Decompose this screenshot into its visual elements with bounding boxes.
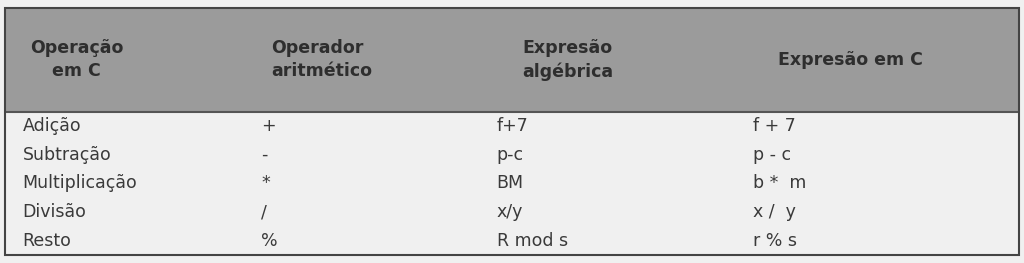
Text: Adição: Adição — [23, 117, 81, 135]
Text: Operação
em C: Operação em C — [30, 39, 124, 80]
Text: r % s: r % s — [753, 232, 797, 250]
Text: +: + — [261, 117, 275, 135]
Text: %: % — [261, 232, 278, 250]
Text: R mod s: R mod s — [497, 232, 567, 250]
Text: *: * — [261, 174, 270, 193]
Text: x/y: x/y — [497, 203, 523, 221]
Text: p - c: p - c — [753, 146, 791, 164]
Text: Multiplicação: Multiplicação — [23, 174, 137, 193]
Text: /: / — [261, 203, 267, 221]
Text: Operador
aritmético: Operador aritmético — [271, 39, 373, 80]
Text: f+7: f+7 — [497, 117, 528, 135]
Text: Divisão: Divisão — [23, 203, 86, 221]
Text: Resto: Resto — [23, 232, 72, 250]
Text: Expresão em C: Expresão em C — [778, 51, 923, 69]
Text: b *  m: b * m — [753, 174, 806, 193]
Text: f + 7: f + 7 — [753, 117, 796, 135]
Text: x /  y: x / y — [753, 203, 796, 221]
Text: Subtração: Subtração — [23, 146, 112, 164]
Text: p-c: p-c — [497, 146, 523, 164]
Text: Expresão
algébrica: Expresão algébrica — [522, 39, 613, 80]
Text: -: - — [261, 146, 267, 164]
Bar — [5, 8, 1019, 112]
Text: BM: BM — [497, 174, 523, 193]
